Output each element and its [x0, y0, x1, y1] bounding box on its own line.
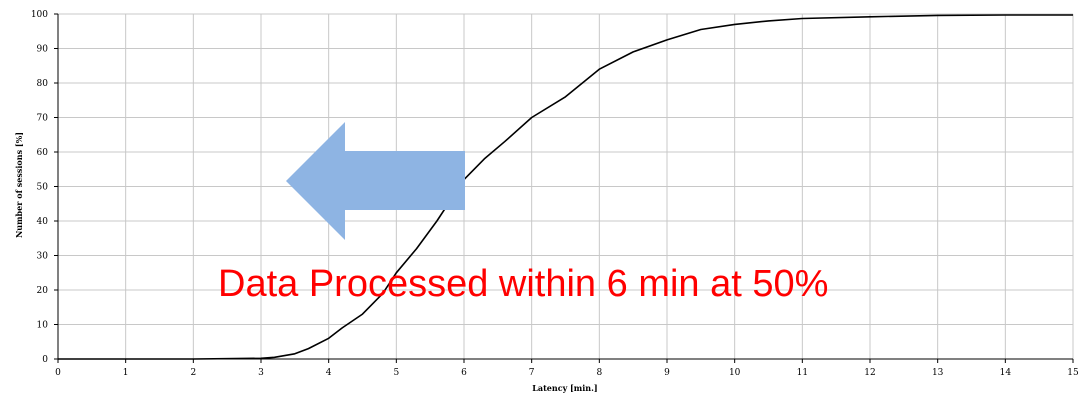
x-tick-label: 15 [1067, 368, 1079, 378]
x-tick-label: 7 [529, 368, 535, 378]
x-tick-label: 3 [258, 368, 264, 378]
y-tick-label: 70 [37, 114, 49, 124]
x-tick-label: 11 [797, 368, 808, 378]
y-tick-label: 80 [37, 79, 49, 89]
y-tick-label: 0 [42, 355, 48, 365]
y-tick-label: 90 [37, 45, 49, 55]
x-tick-label: 2 [190, 368, 196, 378]
x-tick-label: 9 [664, 368, 670, 378]
x-tick-label: 6 [461, 368, 467, 378]
x-tick-label: 4 [326, 368, 332, 378]
x-tick-label: 13 [932, 368, 944, 378]
x-tick-label: 8 [596, 368, 602, 378]
y-tick-label: 50 [37, 183, 49, 193]
left-arrow-icon [286, 122, 465, 240]
y-tick-labels: 0 10 20 30 40 50 60 70 80 90 100 [31, 10, 48, 365]
x-tick-label: 10 [729, 368, 741, 378]
grid [58, 13, 1074, 359]
y-axis-title: Number of sessions [%] [14, 132, 24, 238]
x-axis-title: Latency [min.] [532, 383, 597, 393]
y-tick-label: 10 [37, 321, 49, 331]
annotation-text: Data Processed within 6 min at 50% [218, 263, 828, 305]
x-tick-labels: 0 1 2 3 4 5 6 7 8 9 10 11 12 13 14 15 [55, 368, 1079, 378]
x-tick-label: 0 [55, 368, 61, 378]
y-tick-label: 40 [37, 217, 49, 227]
x-tick-label: 1 [123, 368, 129, 378]
y-tick-label: 100 [31, 10, 48, 20]
axes [54, 13, 1074, 363]
x-tick-label: 5 [393, 368, 399, 378]
y-tick-label: 30 [37, 252, 49, 262]
x-tick-label: 14 [1000, 368, 1012, 378]
y-tick-label: 60 [37, 148, 49, 158]
x-tick-label: 12 [864, 368, 875, 378]
y-tick-label: 20 [37, 286, 49, 296]
